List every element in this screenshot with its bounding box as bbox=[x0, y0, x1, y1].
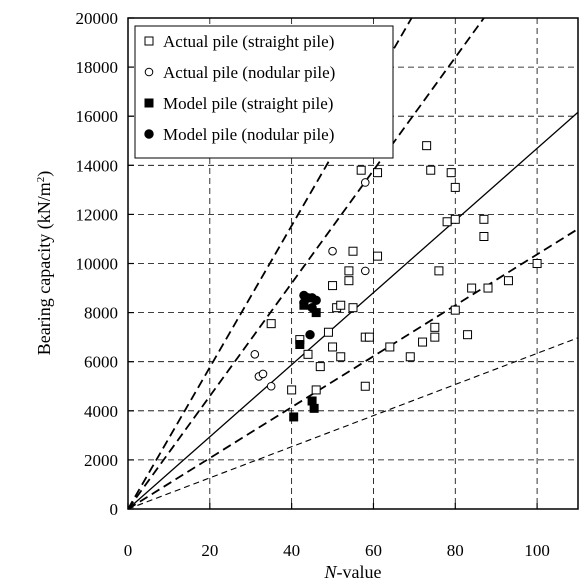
data-point-open-square bbox=[364, 332, 374, 342]
data-point-open-square bbox=[463, 330, 473, 340]
y-tick-label: 16000 bbox=[76, 107, 119, 126]
legend-marker-open-square bbox=[144, 36, 154, 46]
data-point-open-square bbox=[426, 165, 436, 175]
data-point-open-circle bbox=[360, 178, 370, 187]
x-tick-label: 100 bbox=[524, 541, 550, 560]
data-point-open-square bbox=[373, 168, 383, 178]
y-tick-label: 12000 bbox=[76, 205, 119, 224]
y-axis-title: Bearing capacity (kN/m2) bbox=[34, 171, 55, 355]
y-tick-label: 4000 bbox=[84, 402, 118, 421]
data-point-open-square bbox=[422, 141, 432, 151]
y-tick-label: 2000 bbox=[84, 451, 118, 470]
data-point-open-circle bbox=[258, 369, 268, 379]
data-point-filled-square bbox=[309, 403, 319, 413]
data-point-open-square bbox=[315, 362, 325, 372]
data-point-open-square bbox=[336, 352, 346, 362]
data-point-filled-square bbox=[289, 412, 299, 422]
y-tick-label: 8000 bbox=[84, 304, 118, 323]
data-point-open-square bbox=[385, 342, 395, 352]
y-tick-label: 20000 bbox=[76, 9, 119, 28]
data-points bbox=[250, 141, 542, 422]
data-point-open-square bbox=[483, 283, 493, 293]
data-point-open-square bbox=[303, 349, 313, 359]
data-point-open-square bbox=[450, 182, 460, 192]
data-point-filled-circle bbox=[311, 295, 321, 306]
x-tick-label: 80 bbox=[447, 541, 464, 560]
data-point-open-circle bbox=[266, 381, 276, 391]
data-point-open-square bbox=[434, 266, 444, 276]
data-point-open-square bbox=[446, 168, 456, 178]
data-point-open-square bbox=[442, 217, 452, 227]
data-point-open-square bbox=[348, 246, 358, 256]
legend-label: Model pile (straight pile) bbox=[163, 94, 333, 113]
x-tick-label: 60 bbox=[365, 541, 382, 560]
data-point-open-square bbox=[503, 276, 513, 286]
data-point-open-square bbox=[311, 385, 321, 395]
data-point-open-square bbox=[479, 231, 489, 241]
data-point-filled-circle bbox=[305, 329, 315, 340]
data-point-open-square bbox=[328, 342, 338, 352]
x-tick-label: 20 bbox=[201, 541, 218, 560]
legend-box bbox=[134, 25, 394, 159]
reference-line-dashed bbox=[128, 18, 485, 509]
y-tick-label: 14000 bbox=[76, 156, 119, 175]
data-point-open-circle bbox=[360, 266, 370, 276]
y-tick-label: 0 bbox=[110, 500, 119, 519]
x-axis-title: N-value bbox=[324, 562, 382, 582]
data-point-open-square bbox=[430, 322, 440, 332]
data-point-open-square bbox=[344, 266, 354, 276]
legend-marker-filled-square bbox=[144, 98, 154, 108]
data-point-filled-square bbox=[295, 340, 305, 350]
data-point-open-square bbox=[430, 332, 440, 342]
legend: Actual pile (straight pile) Actual pile (… bbox=[134, 25, 394, 159]
data-point-open-square bbox=[287, 385, 297, 395]
data-point-filled-circle bbox=[307, 302, 317, 313]
data-point-open-square bbox=[418, 337, 428, 347]
data-point-open-square bbox=[450, 305, 460, 315]
data-point-open-square bbox=[323, 327, 333, 337]
y-tick-label: 10000 bbox=[76, 255, 119, 274]
legend-label: Actual pile (nodular pile) bbox=[163, 63, 335, 82]
data-point-open-square bbox=[467, 283, 477, 293]
data-point-open-square bbox=[373, 251, 383, 261]
data-point-open-square bbox=[348, 303, 358, 313]
data-point-open-square bbox=[360, 381, 370, 391]
data-point-open-square bbox=[356, 165, 366, 175]
data-point-open-square bbox=[450, 214, 460, 224]
data-point-filled-square bbox=[307, 396, 317, 406]
data-point-open-square bbox=[266, 319, 276, 329]
reference-line-dashed bbox=[128, 228, 578, 509]
data-point-open-square bbox=[336, 300, 346, 310]
legend-label: Actual pile (straight pile) bbox=[163, 32, 334, 51]
data-point-open-square bbox=[405, 352, 415, 362]
reference-line-dashed-thin bbox=[128, 337, 578, 509]
x-tick-label: 0 bbox=[124, 541, 133, 560]
y-tick-label: 18000 bbox=[76, 58, 119, 77]
legend-marker-filled-circle bbox=[144, 129, 154, 139]
data-point-open-circle bbox=[328, 246, 337, 256]
data-point-open-square bbox=[532, 259, 542, 268]
data-point-open-square bbox=[479, 214, 489, 224]
x-tick-label: 40 bbox=[283, 541, 300, 560]
data-point-open-square bbox=[344, 276, 354, 286]
data-point-open-circle bbox=[250, 350, 260, 359]
legend-marker-open-circle bbox=[144, 67, 154, 77]
axis-ticks: 0 20 40 60 80 100 0 2000 4000 6000 8000 10000 12000 1… bbox=[76, 9, 550, 560]
data-point-open-square bbox=[328, 281, 338, 291]
y-tick-label: 6000 bbox=[84, 353, 118, 372]
legend-label: Model pile (nodular pile) bbox=[163, 125, 334, 144]
